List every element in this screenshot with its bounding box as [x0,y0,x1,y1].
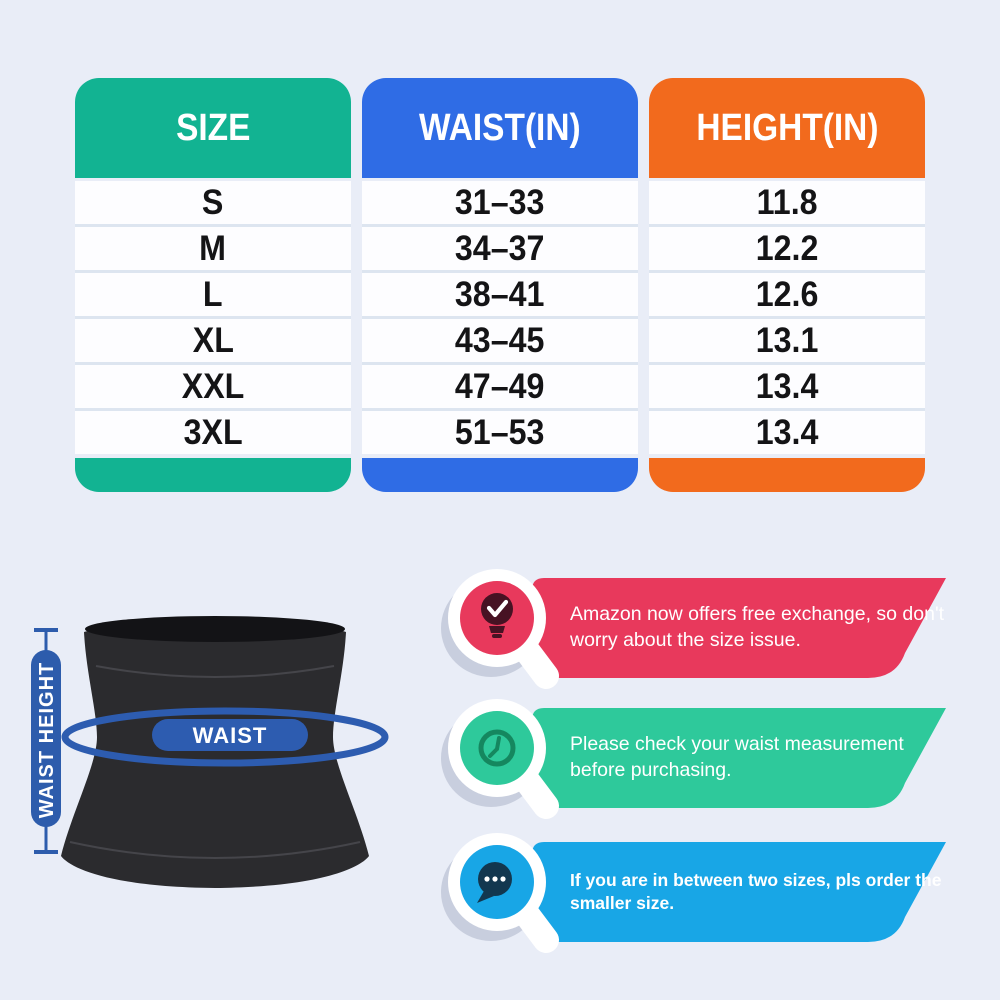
waist-column: WAIST(IN) 31–33 34–37 38–41 43–45 47–49 … [362,78,638,492]
waist-trainer-opening [85,616,345,642]
waist-height-pill [31,650,61,827]
waist-measure-ellipse [61,707,389,767]
height-column: HEIGHT(IN) 11.8 12.2 12.6 13.1 13.4 13.4 [649,78,925,492]
badge-handle [515,903,559,953]
badge-handle [515,769,559,819]
callout-green-text: Please check your waist measurement befo… [570,733,904,781]
callout-blue-ribbon [441,833,946,953]
chat-dots-icon [477,862,512,903]
size-column-body: S M L XL XXL 3XL [75,181,351,454]
waist-cell: 31–33 [362,181,638,227]
column-header-size-label: SIZE [175,106,251,149]
size-column-footer-bar [75,458,351,492]
callout-ribbons [441,569,946,953]
seam-line-bottom [69,841,361,859]
height-cell: 11.8 [649,181,925,227]
column-header-height: HEIGHT(IN) [649,78,925,178]
waist-pill-label: WAIST [193,723,268,748]
height-cell: 13.4 [649,365,925,411]
callout-red-ribbon [441,569,946,689]
callout-red-text: Amazon now offers free exchange, so don'… [570,603,945,651]
size-table: SIZE S M L XL XXL 3XL WAIST(IN) 31–33 34… [75,78,925,492]
size-cell: M [75,227,351,273]
waist-trainer-body [61,620,369,888]
height-cell: 12.2 [649,227,925,273]
lightbulb-check-icon [481,593,513,638]
seam-line-top [95,665,335,678]
waist-column-body: 31–33 34–37 38–41 43–45 47–49 51–53 [362,181,638,454]
waist-cell: 47–49 [362,365,638,411]
waist-cell: 38–41 [362,273,638,319]
badge-handle [515,639,559,689]
size-cell: L [75,273,351,319]
size-cell: XL [75,319,351,365]
size-cell: S [75,181,351,227]
waist-cell: 34–37 [362,227,638,273]
height-cell: 13.4 [755,412,819,452]
size-cell: XXL [75,365,351,411]
column-header-height-label: HEIGHT(IN) [695,106,879,149]
callout-green-ribbon [441,699,946,819]
callout-blue-text: If you are in between two sizes, pls ord… [570,869,942,913]
column-header-waist: WAIST(IN) [362,78,638,178]
waist-cell: 51–53 [455,412,545,452]
height-cell: 13.1 [649,319,925,365]
clock-icon [478,729,516,767]
size-column: SIZE S M L XL XXL 3XL [75,78,351,492]
waist-column-footer-bar [362,458,638,492]
waist-cell: 43–45 [362,319,638,365]
column-header-waist-label: WAIST(IN) [419,106,581,149]
height-column-body: 11.8 12.2 12.6 13.1 13.4 13.4 [649,181,925,454]
size-cell: 3XL [183,412,243,452]
waist-height-pill-label: WAIST HEIGHT [36,662,58,818]
waist-pill [152,719,308,751]
height-cell: 12.6 [649,273,925,319]
column-header-size: SIZE [75,78,351,178]
height-column-footer-bar [649,458,925,492]
waist-trainer-diagram: WAIST WAIST HEIGHT [31,616,389,888]
